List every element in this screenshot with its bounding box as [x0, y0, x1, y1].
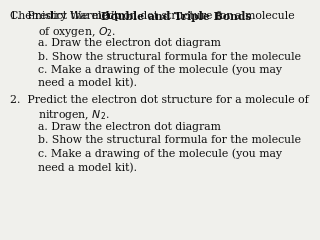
Text: of oxygen, $O_2$.: of oxygen, $O_2$. [38, 25, 117, 39]
Text: 1.  Predict the electron dot structure for a molecule: 1. Predict the electron dot structure fo… [10, 11, 294, 21]
Text: Chemistry Warm Up:: Chemistry Warm Up: [10, 11, 128, 21]
Text: Double and Triple Bonds: Double and Triple Bonds [101, 11, 252, 22]
Text: b. Show the structural formula for the molecule: b. Show the structural formula for the m… [38, 135, 301, 145]
Text: need a model kit).: need a model kit). [38, 163, 137, 173]
Text: a. Draw the electron dot diagram: a. Draw the electron dot diagram [38, 38, 221, 48]
Text: c. Make a drawing of the molecule (you may: c. Make a drawing of the molecule (you m… [38, 65, 282, 75]
Text: c. Make a drawing of the molecule (you may: c. Make a drawing of the molecule (you m… [38, 149, 282, 159]
Text: need a model kit).: need a model kit). [38, 78, 137, 88]
Text: b. Show the structural formula for the molecule: b. Show the structural formula for the m… [38, 52, 301, 62]
Text: 2.  Predict the electron dot structure for a molecule of: 2. Predict the electron dot structure fo… [10, 95, 308, 105]
Text: a. Draw the electron dot diagram: a. Draw the electron dot diagram [38, 122, 221, 132]
Text: nitrogen, $N_2$.: nitrogen, $N_2$. [38, 108, 110, 122]
